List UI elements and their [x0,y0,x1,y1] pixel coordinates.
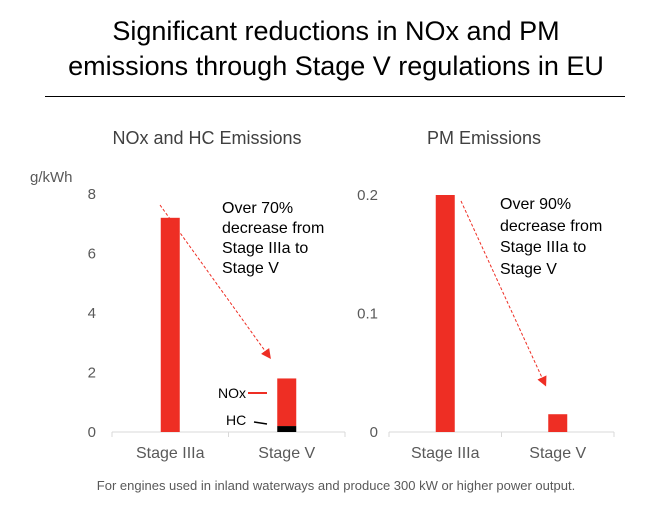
nox-bar-nox [160,217,180,432]
nox-x-tick-label: Stage V [258,445,315,462]
nox-decrease-arrow [159,204,271,360]
nox-y-tick-label: 2 [88,365,96,382]
nox-chart-title: NOx and HC Emissions [112,128,301,148]
title-line-2: emissions through Stage V regulations in… [68,51,604,81]
pm-x-tick-label: Stage IIIa [411,445,480,462]
nox-annotation: Over 70% decrease from Stage IIIa to Sta… [222,200,329,277]
nox-legend-label: NOx [218,385,246,401]
pm-y-tick-label: 0.2 [357,187,378,204]
pm-y-tick-label: 0.1 [357,306,378,323]
nox-bar-nox [277,378,297,427]
title-line-1: Significant reductions in NOx and PM [112,16,560,46]
title-divider [45,96,625,97]
nox-bar-hc [277,426,297,432]
hc-legend-label: HC [226,412,246,428]
nox-y-tick-label: 0 [88,424,96,441]
pm-decrease-arrow [460,200,547,387]
pm-annotation: Over 90% decrease from Stage IIIa to Sta… [500,196,607,278]
footnote: For engines used in inland waterways and… [96,478,576,493]
nox-y-tick-label: 8 [88,186,96,203]
pm-bar [435,195,455,432]
pm-y-tick-label: 0 [370,424,378,441]
nox-y-tick-label: 4 [88,305,96,322]
nox-x-tick-label: Stage IIIa [136,445,205,462]
pm-chart-title: PM Emissions [427,128,541,148]
pm-x-tick-label: Stage V [529,445,586,462]
nox-y-tick-label: 6 [88,246,96,263]
hc-leader-line [253,421,268,425]
pm-bar [548,414,568,432]
nox-y-axis-label: g/kWh [30,169,73,186]
slide-title: Significant reductions in NOx and PM emi… [0,14,672,84]
